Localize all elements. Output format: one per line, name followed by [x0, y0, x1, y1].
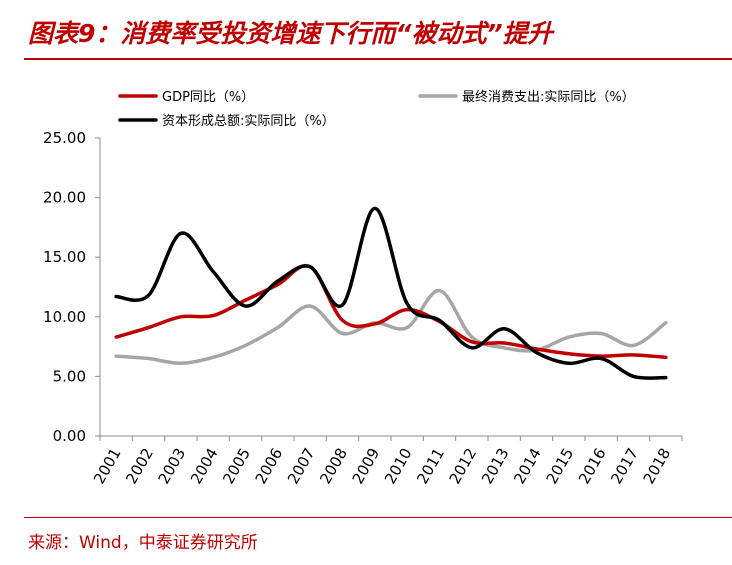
capital-formation-series-line [114, 206, 668, 380]
consumption-series-line [114, 288, 668, 366]
x-tick-label: 2004 [187, 445, 222, 487]
data-point [471, 347, 473, 349]
x-tick-label: 2005 [219, 445, 254, 487]
data-point [503, 342, 505, 344]
page-title: 图表9：消费率受投资增速下行而“被动式”提升 [28, 19, 553, 48]
data-point [471, 341, 473, 343]
data-point [277, 283, 279, 285]
data-point [632, 344, 634, 346]
x-tick-label: 2016 [575, 445, 610, 487]
data-point [535, 348, 537, 350]
y-tick-label: 0.00 [53, 427, 86, 445]
y-tick-label: 25.00 [43, 129, 86, 147]
data-point [341, 332, 343, 334]
data-point [309, 266, 311, 268]
data-point [244, 299, 246, 301]
data-point [244, 344, 246, 346]
data-point [632, 375, 634, 377]
data-point [212, 314, 214, 316]
x-tick-label: 2001 [90, 445, 125, 487]
data-point [180, 316, 182, 318]
data-point [277, 326, 279, 328]
legend-consumption-label: 最终消费支出:实际同比（%） [462, 89, 635, 105]
x-tick-label: 2007 [284, 445, 319, 487]
data-point [341, 304, 343, 306]
data-point [665, 322, 667, 324]
data-point [406, 308, 408, 310]
data-point [147, 294, 149, 296]
legend-gdp-label: GDP同比（%） [162, 90, 254, 105]
title-divider [24, 58, 732, 60]
data-point [374, 207, 376, 209]
x-tick-label: 2015 [543, 445, 578, 487]
data-point [180, 362, 182, 364]
line-chart: 0.00 5.00 10.00 15.00 20.00 25.00 200120022003… [43, 89, 683, 487]
data-point [471, 336, 473, 338]
data-point [147, 357, 149, 359]
data-point [535, 351, 537, 353]
data-point [115, 295, 117, 297]
data-point [600, 332, 602, 334]
x-tick-label: 2012 [446, 445, 481, 487]
x-tick-label: 2009 [349, 445, 384, 487]
x-tick-label: 2003 [155, 445, 190, 487]
data-point [665, 376, 667, 378]
data-point [309, 305, 311, 307]
x-tick-label: 2006 [252, 445, 287, 487]
y-tick-label: 5.00 [53, 367, 86, 385]
y-tick-label: 10.00 [43, 308, 86, 326]
data-point [438, 289, 440, 291]
x-tick-label: 2011 [413, 445, 448, 487]
data-point [406, 302, 408, 304]
x-tick-label: 2017 [607, 445, 642, 487]
data-point [212, 356, 214, 358]
data-point [244, 305, 246, 307]
x-tick-label: 2018 [640, 445, 675, 487]
legend-capital-formation-label: 资本形成总额:实际同比（%） [162, 114, 335, 129]
x-tick-label: 2002 [122, 445, 157, 487]
data-point [341, 319, 343, 321]
data-point [374, 323, 376, 325]
data-point [180, 232, 182, 234]
data-point [665, 356, 667, 358]
data-point [147, 326, 149, 328]
data-point [568, 353, 570, 355]
data-point [406, 326, 408, 328]
data-point [600, 357, 602, 359]
data-point [115, 355, 117, 357]
data-point [503, 347, 505, 349]
data-point [568, 362, 570, 364]
data-point [212, 270, 214, 272]
x-tick-label: 2010 [381, 445, 416, 487]
y-tick-label: 15.00 [43, 248, 86, 266]
data-point [568, 336, 570, 338]
x-tick-label: 2013 [478, 445, 513, 487]
data-point [503, 328, 505, 330]
source-divider [24, 517, 732, 518]
y-tick-label: 20.00 [43, 189, 86, 207]
gdp-series-line [114, 263, 668, 360]
data-point [115, 336, 117, 338]
source-note: 来源：Wind，中泰证券研究所 [28, 533, 258, 553]
data-point [632, 354, 634, 356]
title-bar: 图表9：消费率受投资增速下行而“被动式”提升 [0, 0, 732, 62]
x-tick-label: 2014 [510, 445, 545, 487]
data-point [277, 280, 279, 282]
x-tick-label: 2008 [316, 445, 351, 487]
data-point [438, 319, 440, 321]
